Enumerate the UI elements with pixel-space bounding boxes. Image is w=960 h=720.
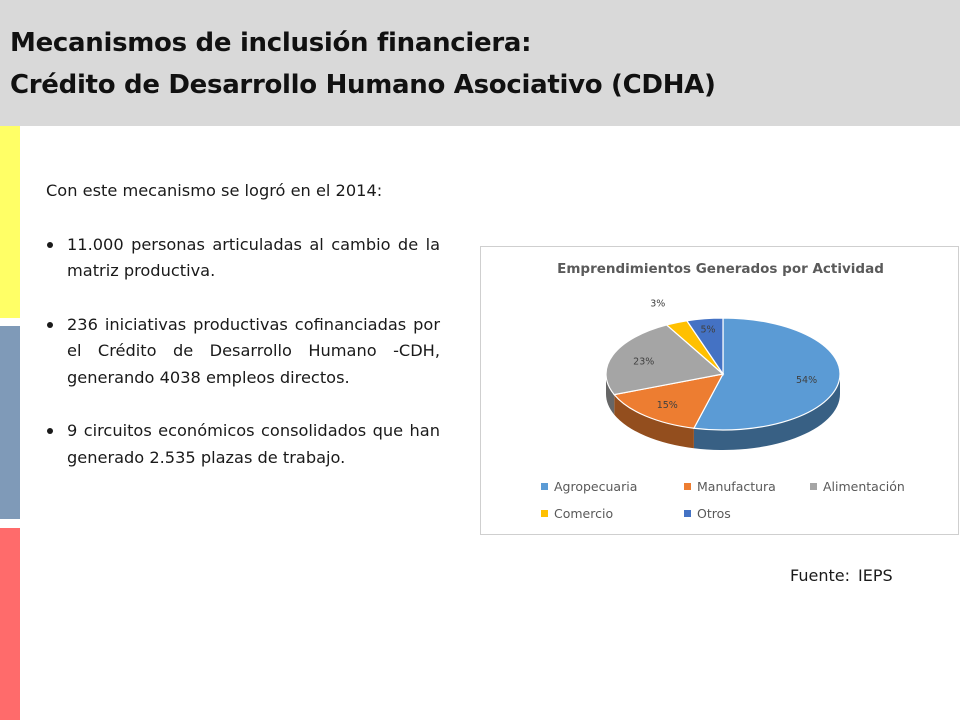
page-title-line-2: Crédito de Desarrollo Humano Asociativo … xyxy=(10,70,716,100)
legend-item-comercio: Comercio xyxy=(541,506,613,521)
pie-data-label: 54% xyxy=(796,375,817,386)
bullet-dot-icon xyxy=(47,428,53,434)
header-bar: Mecanismos de inclusión financiera: Créd… xyxy=(0,0,960,126)
legend-label: Comercio xyxy=(554,506,614,521)
pie-depth-layer xyxy=(606,374,840,450)
pie-data-label: 3% xyxy=(650,298,665,309)
source-note: Fuente: IEPS xyxy=(790,566,893,585)
pie-data-label: 5% xyxy=(700,325,715,336)
legend-label: Otros xyxy=(697,506,731,521)
achievements-list: 11.000 personas articuladas al cambio de… xyxy=(46,232,440,472)
content-text-block: Con este mecanismo se logró en el 2014: … xyxy=(46,178,440,498)
bullet-text: 236 iniciativas productivas cofinanciada… xyxy=(67,314,440,387)
pie-labels-layer: 54% 15% 23% 3% 5% xyxy=(633,298,817,411)
legend-swatch-icon xyxy=(541,483,548,490)
pie-slice-agropecuaria xyxy=(692,317,841,431)
pie-slice-manufactura xyxy=(613,373,725,429)
list-item: 11.000 personas articuladas al cambio de… xyxy=(46,232,440,285)
page-title-line-1: Mecanismos de inclusión financiera: xyxy=(10,28,532,58)
pie-slice-side-agropecuaria xyxy=(693,374,840,450)
pie-slice-side-alimentación xyxy=(606,374,615,415)
accent-stripe-red xyxy=(0,528,20,720)
pie-slice-alimentación xyxy=(605,324,725,396)
chart-legend: Agropecuaria Manufactura Alimentación Comer… xyxy=(481,479,960,529)
bullet-dot-icon xyxy=(47,241,53,248)
accent-stripe-yellow xyxy=(0,126,20,318)
pie-chart-panel: Emprendimientos Generados por Actividad … xyxy=(480,246,959,535)
pie-data-label: 23% xyxy=(633,356,654,367)
legend-label: Agropecuaria xyxy=(554,479,638,494)
list-item: 9 circuitos económicos consolidados que … xyxy=(46,418,440,471)
legend-swatch-icon xyxy=(684,483,691,490)
pie-slice-otros xyxy=(685,317,724,376)
legend-item-otros: Otros xyxy=(684,506,731,521)
legend-swatch-icon xyxy=(810,483,817,490)
accent-stripe-blue xyxy=(0,326,20,519)
legend-label: Manufactura xyxy=(697,479,776,494)
bullet-text: 9 circuitos económicos consolidados que … xyxy=(67,421,440,467)
pie-data-label: 15% xyxy=(657,400,678,411)
legend-label: Alimentación xyxy=(823,479,905,494)
legend-swatch-icon xyxy=(684,510,691,517)
pie-chart-canvas: 54% 15% 23% 3% 5% xyxy=(605,298,841,450)
pie-top-layer xyxy=(605,317,841,431)
bullet-dot-icon xyxy=(47,321,53,328)
bullet-text: 11.000 personas articuladas al cambio de… xyxy=(67,234,440,281)
pie-slice-side-manufactura xyxy=(614,394,694,449)
legend-swatch-icon xyxy=(541,510,548,517)
list-item: 236 iniciativas productivas cofinanciada… xyxy=(46,312,440,392)
legend-item-alimentación: Alimentación xyxy=(810,479,905,494)
legend-item-manufactura: Manufactura xyxy=(684,479,776,494)
chart-title: Emprendimientos Generados por Actividad xyxy=(557,261,884,277)
legend-item-agropecuaria: Agropecuaria xyxy=(541,479,637,494)
intro-paragraph: Con este mecanismo se logró en el 2014: xyxy=(46,181,383,200)
